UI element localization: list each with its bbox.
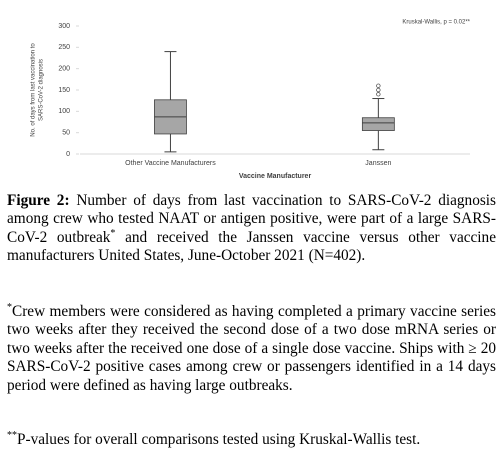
y-tick-label: 50 <box>62 130 70 137</box>
y-axis-label: No. of days from last vaccination to <box>31 43 37 137</box>
footnote: *Crew members were considered as having … <box>7 301 496 395</box>
footnote-ref: * <box>110 227 116 239</box>
y-tick-label: 150 <box>58 87 70 94</box>
x-tick-label: Other Vaccine Manufacturers <box>125 160 216 167</box>
footnote-mark: * <box>7 301 12 313</box>
y-tick-label: 300 <box>58 23 70 30</box>
y-tick-label: 200 <box>58 66 70 73</box>
caption-text: Number of days from last vaccination to … <box>7 192 497 246</box>
footnote: **P-values for overall comparisons teste… <box>7 429 496 449</box>
y-tick-label: 100 <box>58 108 70 115</box>
footnote-mark: ** <box>7 429 17 441</box>
caption-text: and received the Janssen vaccine versus … <box>7 228 496 265</box>
box <box>361 117 395 131</box>
chart: Kruskal-Wallis, p = 0.02** No. of days f… <box>31 20 471 180</box>
annotation: Kruskal-Wallis, p = 0.02** <box>402 20 470 26</box>
x-tick-label: Janssen <box>365 160 391 167</box>
caption: Figure 2: Number of days from last vacci… <box>7 192 496 266</box>
footnote-text: Crew members were considered as having c… <box>7 303 496 394</box>
outlier <box>376 87 381 93</box>
y-tick-label: 0 <box>66 151 70 158</box>
outlier <box>376 83 381 88</box>
caption-label: Figure 2: <box>7 192 70 209</box>
y-tick-label: 250 <box>58 44 70 51</box>
x-axis-label: Vaccine Manufacturer <box>239 173 312 180</box>
footnote-text: P-values for overall comparisons tested … <box>17 431 421 448</box>
y-axis-label: SARS-CoV-2 diagnosis <box>39 59 45 121</box>
outlier <box>376 92 381 97</box>
